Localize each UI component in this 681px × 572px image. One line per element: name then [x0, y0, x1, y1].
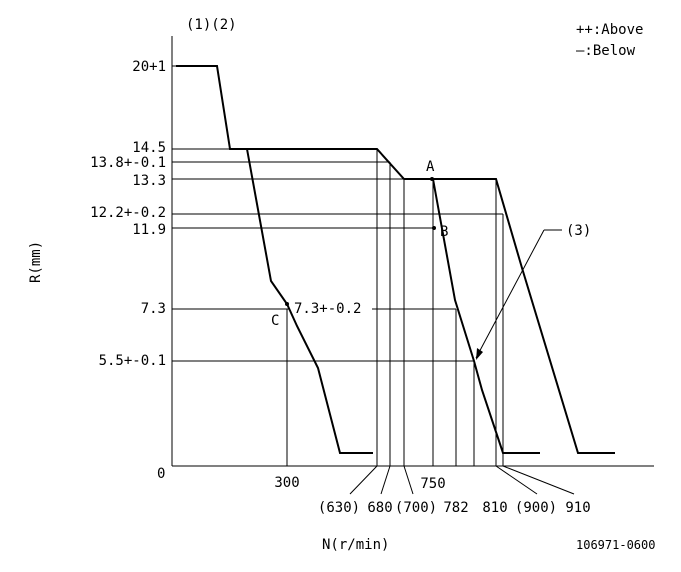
x-label-810: 810	[482, 500, 507, 516]
y-label-13-8: 13.8+-0.1	[90, 155, 166, 171]
characteristic-curves	[176, 65, 615, 454]
x-label-680: 680	[367, 500, 392, 516]
point-b-marker	[432, 226, 436, 230]
x-label-630: (630)	[318, 500, 360, 516]
x-label-782: 782	[443, 500, 468, 516]
origin-label: 0	[157, 466, 165, 482]
curve-middle	[432, 178, 540, 454]
leader-680	[380, 465, 391, 495]
point-a-label: A	[426, 159, 435, 175]
leader-630	[349, 465, 378, 495]
leader-700	[403, 465, 414, 495]
x-axis-title: N(r/min)	[322, 537, 389, 553]
vertical-reference-lines	[286, 149, 504, 466]
point-c-label: C	[271, 313, 279, 329]
marked-points	[285, 177, 436, 306]
x-label-300: 300	[274, 475, 299, 491]
y-label-7-3: 7.3	[141, 301, 166, 317]
x-label-900: (900)	[515, 500, 557, 516]
curve-left	[246, 148, 373, 454]
point-b-label: B	[440, 224, 448, 240]
leader-910	[502, 465, 575, 495]
ref3-leader	[475, 229, 545, 359]
point-c-marker	[285, 302, 289, 306]
y-label-11-9: 11.9	[132, 222, 166, 238]
mid-value-label: 7.3+-0.2	[294, 301, 361, 317]
x-label-700: (700)	[395, 500, 437, 516]
ref3-arrowhead	[476, 348, 483, 360]
legend-below: —:Below	[576, 43, 636, 59]
y-label-13-3: 13.3	[132, 173, 166, 189]
horizontal-reference-lines	[172, 148, 503, 362]
ref-labels-1-2: (1)(2)	[186, 17, 237, 33]
curve-upper	[176, 65, 615, 454]
y-label-5-5: 5.5+-0.1	[99, 353, 166, 369]
y-label-12-2: 12.2+-0.2	[90, 205, 166, 221]
y-axis-title: R(mm)	[28, 241, 44, 283]
point-a-marker	[430, 177, 434, 181]
x-label-750: 750	[420, 476, 445, 492]
x-label-leaders	[349, 465, 575, 495]
y-label-14-5: 14.5	[132, 140, 166, 156]
y-label-20: 20+1	[132, 59, 166, 75]
doc-code: 106971-0600	[576, 538, 655, 552]
leader-900	[495, 465, 538, 495]
x-label-910: 910	[565, 500, 590, 516]
ref3-label: (3)	[566, 223, 591, 239]
legend-above: ++:Above	[576, 22, 643, 38]
